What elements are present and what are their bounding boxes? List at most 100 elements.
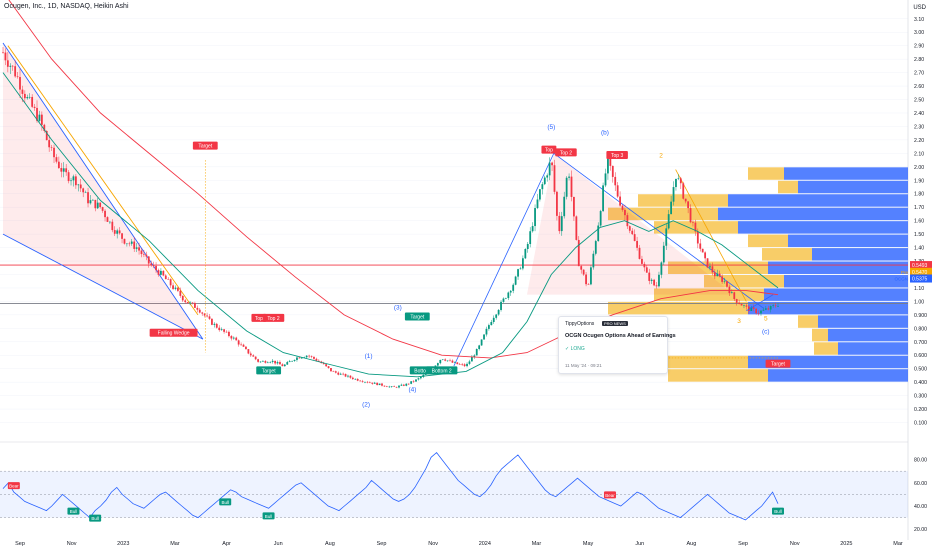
candle-body — [99, 202, 102, 208]
candle-body — [556, 191, 558, 216]
candle-body — [614, 176, 617, 186]
candle-body — [283, 364, 286, 367]
candle-body — [677, 178, 680, 179]
projection-arrow — [746, 294, 774, 312]
candle-body — [116, 230, 119, 234]
candle-body — [254, 356, 257, 360]
annotation-layer: Falling Wedge Target Top Top 2 Target Target B… — [149, 124, 791, 408]
candle-body — [257, 359, 259, 362]
candle-body — [45, 130, 48, 141]
price-axis-tick: 0.500 — [914, 367, 927, 373]
candle-body — [155, 265, 157, 271]
candle-body — [750, 307, 753, 311]
candle-body — [376, 382, 379, 386]
candle-body — [611, 165, 614, 177]
candle-body — [288, 361, 291, 363]
volume-profile-down-bar — [788, 234, 908, 248]
annotation-badge — [606, 151, 628, 160]
candle-body — [150, 263, 153, 266]
candle-body — [730, 292, 733, 294]
candle-body — [723, 281, 726, 282]
price-axis-tick: 0.600 — [914, 353, 927, 359]
candle-body — [385, 386, 388, 388]
candle-body — [310, 356, 313, 357]
candle-body — [716, 273, 719, 277]
volume-profile-up-bar — [654, 288, 764, 301]
candle-body — [456, 362, 459, 365]
annotation-badge — [765, 359, 791, 368]
candle-body — [419, 376, 422, 379]
candle-body — [330, 368, 332, 372]
news-card[interactable]: TippyOptions PRO NEWS OCGN Ocugen Option… — [558, 316, 676, 374]
candle-body — [123, 238, 126, 244]
candle-body — [269, 361, 272, 363]
candle-body — [573, 196, 575, 217]
candle-body — [206, 315, 208, 317]
annotation-badge — [251, 313, 267, 322]
candle-body — [660, 262, 663, 275]
candle-body — [689, 208, 692, 223]
annotation-badge — [404, 312, 430, 321]
candle-body — [728, 286, 731, 294]
candle-body — [308, 355, 311, 357]
annotation-badge-label: Target — [410, 315, 425, 321]
candle-body — [194, 303, 196, 308]
candle-body — [551, 162, 553, 166]
candle-body — [298, 357, 301, 359]
candle-body — [415, 379, 417, 382]
volume-profile-down-bar — [784, 167, 908, 180]
candle-body — [121, 233, 123, 239]
candle-body — [704, 252, 707, 259]
price-axis-tick: 2.80 — [914, 57, 924, 63]
symbol-title[interactable]: Ocugen, Inc., 1D, NASDAQ, Heikin Ashi — [4, 3, 129, 10]
currency-label[interactable]: USD — [913, 5, 926, 11]
price-axis-tick: 1.70 — [914, 205, 924, 211]
rsi-signal-badge — [772, 507, 784, 515]
candle-body — [296, 357, 298, 360]
volume-profile-up-bar — [812, 328, 828, 342]
candle-body — [699, 243, 702, 249]
volume-profile-up-bar — [748, 234, 788, 248]
candle-body — [225, 331, 228, 333]
rsi-signal-badge — [219, 498, 232, 506]
candle-body — [130, 241, 133, 244]
wedge-trend-line — [7, 45, 199, 316]
candle-body — [526, 244, 529, 250]
candle-body — [152, 265, 155, 266]
candle-body — [271, 360, 274, 362]
candle-body — [621, 205, 624, 210]
candle-body — [111, 221, 114, 231]
price-axis-tick: 0.300 — [914, 394, 927, 400]
candle-body — [682, 183, 685, 199]
candle-body — [619, 196, 621, 206]
candle-body — [524, 249, 527, 259]
annotation-badge — [192, 141, 218, 150]
candle-body — [514, 276, 517, 285]
candle-body — [14, 66, 17, 77]
wave-label: (5) — [547, 124, 555, 131]
candle-body — [626, 215, 629, 227]
fast-ma-line — [2, 72, 779, 378]
candle-body — [733, 292, 736, 300]
candle-body — [77, 184, 80, 186]
candle-body — [665, 228, 668, 246]
time-axis-tick: Sep — [377, 541, 387, 547]
candle-body — [339, 373, 342, 375]
time-axis-tick: Sep — [738, 541, 748, 547]
candle-body — [157, 270, 160, 275]
wave-label: (3) — [394, 304, 402, 311]
price-axis-tick: 0.900 — [914, 313, 927, 319]
candle-body — [636, 240, 638, 248]
candle-body — [33, 106, 36, 108]
rsi-signal-badge — [262, 512, 275, 520]
candle-body — [487, 325, 490, 329]
candle-body — [458, 364, 461, 365]
news-headline[interactable]: OCGN Ocugen Options Ahead of Earnings — [565, 333, 676, 339]
candle-body — [655, 285, 658, 287]
candle-body — [259, 361, 262, 363]
candle-body — [276, 362, 279, 364]
candle-body — [174, 287, 177, 289]
wave-label: (2) — [362, 401, 370, 408]
candle-body — [504, 298, 507, 299]
